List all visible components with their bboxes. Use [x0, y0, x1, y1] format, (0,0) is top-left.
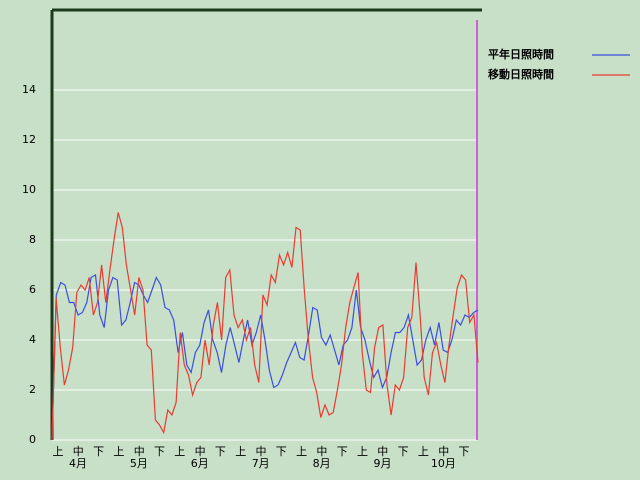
- x-tick-label: 中: [316, 445, 327, 458]
- x-tick-label: 上: [235, 445, 246, 458]
- x-tick-label: 上: [53, 445, 64, 458]
- month-label: 8月: [313, 457, 331, 470]
- x-tick-label: 下: [276, 445, 287, 458]
- month-label: 6月: [191, 457, 209, 470]
- x-tick-label: 中: [134, 445, 145, 458]
- x-tick-label: 上: [418, 445, 429, 458]
- month-label: 10月: [431, 457, 456, 470]
- legend-label: 平年日照時間: [488, 47, 554, 61]
- x-tick-label: 中: [256, 445, 267, 458]
- x-tick-label: 下: [154, 445, 165, 458]
- month-label: 5月: [130, 457, 148, 470]
- x-tick-label: 下: [459, 445, 470, 458]
- y-tick-label: 10: [22, 183, 36, 196]
- y-tick-label: 12: [22, 133, 36, 146]
- y-tick-label: 0: [29, 433, 36, 446]
- x-tick-label: 下: [337, 445, 348, 458]
- y-tick-label: 8: [29, 233, 36, 246]
- series-line: [51, 274, 479, 441]
- x-tick-label: 中: [438, 445, 449, 458]
- y-tick-label: 4: [29, 333, 36, 346]
- month-label: 9月: [374, 457, 392, 470]
- x-tick-label: 下: [398, 445, 409, 458]
- y-tick-label: 14: [22, 83, 36, 96]
- x-tick-label: 下: [93, 445, 104, 458]
- y-tick-label: 6: [29, 283, 36, 296]
- month-label: 4月: [69, 457, 87, 470]
- legend-label: 移動日照時間: [488, 67, 554, 81]
- x-tick-label: 中: [377, 445, 388, 458]
- x-tick-label: 上: [357, 445, 368, 458]
- y-tick-label: 2: [29, 383, 36, 396]
- x-tick-label: 上: [113, 445, 124, 458]
- x-tick-label: 中: [73, 445, 84, 458]
- x-tick-label: 中: [195, 445, 206, 458]
- x-tick-label: 上: [296, 445, 307, 458]
- x-tick-label: 下: [215, 445, 226, 458]
- month-label: 7月: [252, 457, 270, 470]
- x-tick-label: 上: [174, 445, 185, 458]
- series-line: [51, 212, 479, 441]
